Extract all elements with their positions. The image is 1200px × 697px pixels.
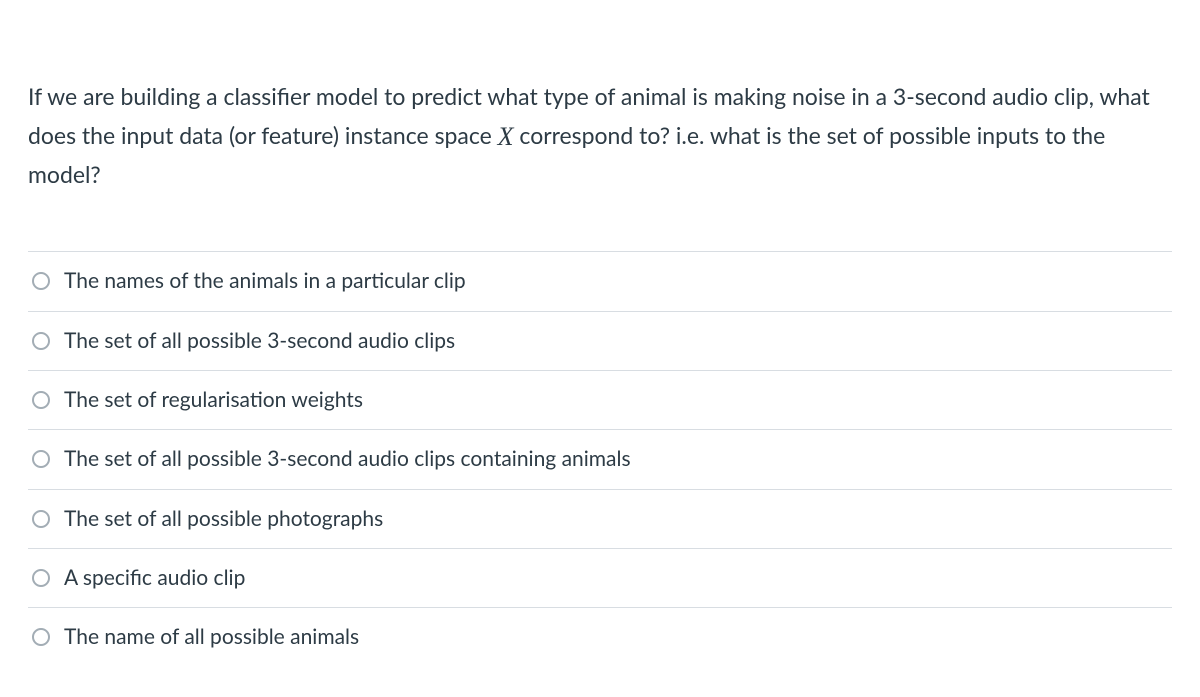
option-label[interactable]: The set of regularisation weights xyxy=(64,386,363,414)
option-label[interactable]: The names of the animals in a particular… xyxy=(64,267,466,295)
option-label[interactable]: The set of all possible 3-second audio c… xyxy=(64,445,631,473)
option-row[interactable]: A specific audio clip xyxy=(28,548,1172,607)
radio-icon[interactable] xyxy=(32,332,50,350)
radio-icon[interactable] xyxy=(32,510,50,528)
radio-icon[interactable] xyxy=(32,569,50,587)
radio-icon[interactable] xyxy=(32,628,50,646)
instance-space-symbol: X xyxy=(498,116,514,158)
radio-icon[interactable] xyxy=(32,272,50,290)
option-row[interactable]: The set of regularisation weights xyxy=(28,370,1172,429)
option-label[interactable]: A specific audio clip xyxy=(64,564,245,592)
option-row[interactable]: The set of all possible 3-second audio c… xyxy=(28,429,1172,488)
option-row[interactable]: The name of all possible animals xyxy=(28,607,1172,666)
option-label[interactable]: The name of all possible animals xyxy=(64,623,359,651)
option-label[interactable]: The set of all possible 3-second audio c… xyxy=(64,327,455,355)
option-label[interactable]: The set of all possible photographs xyxy=(64,505,383,533)
question-container: If we are building a classifier model to… xyxy=(0,0,1200,667)
question-stem: If we are building a classifier model to… xyxy=(28,78,1172,193)
radio-icon[interactable] xyxy=(32,450,50,468)
radio-icon[interactable] xyxy=(32,391,50,409)
option-row[interactable]: The set of all possible 3-second audio c… xyxy=(28,311,1172,370)
options-list: The names of the animals in a particular… xyxy=(28,251,1172,666)
option-row[interactable]: The set of all possible photographs xyxy=(28,489,1172,548)
option-row[interactable]: The names of the animals in a particular… xyxy=(28,251,1172,310)
